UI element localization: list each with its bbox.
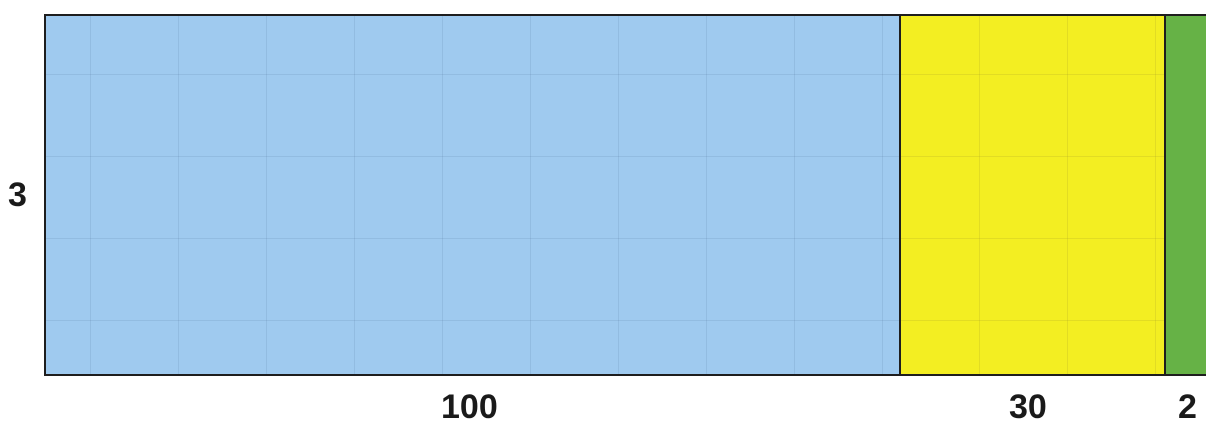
width-label-tens: 30 bbox=[1009, 388, 1047, 421]
height-label: 3 bbox=[8, 176, 27, 214]
region-green-2 bbox=[1164, 14, 1206, 376]
region-blue-100 bbox=[44, 14, 901, 376]
width-label-ones: 2 bbox=[1178, 388, 1197, 421]
region-yellow-30 bbox=[899, 14, 1166, 376]
width-label-hundreds: 100 bbox=[441, 388, 498, 421]
